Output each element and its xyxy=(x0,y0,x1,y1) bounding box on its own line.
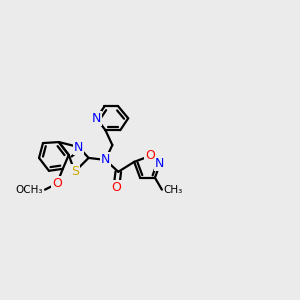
Text: N: N xyxy=(74,140,83,154)
Text: O: O xyxy=(145,149,155,162)
Text: S: S xyxy=(71,165,79,178)
Text: O: O xyxy=(111,181,121,194)
Text: OCH₃: OCH₃ xyxy=(16,184,43,195)
Text: N: N xyxy=(101,153,110,167)
Text: N: N xyxy=(92,112,101,125)
Text: N: N xyxy=(155,158,165,170)
Text: O: O xyxy=(52,177,62,190)
Text: CH₃: CH₃ xyxy=(164,184,183,195)
